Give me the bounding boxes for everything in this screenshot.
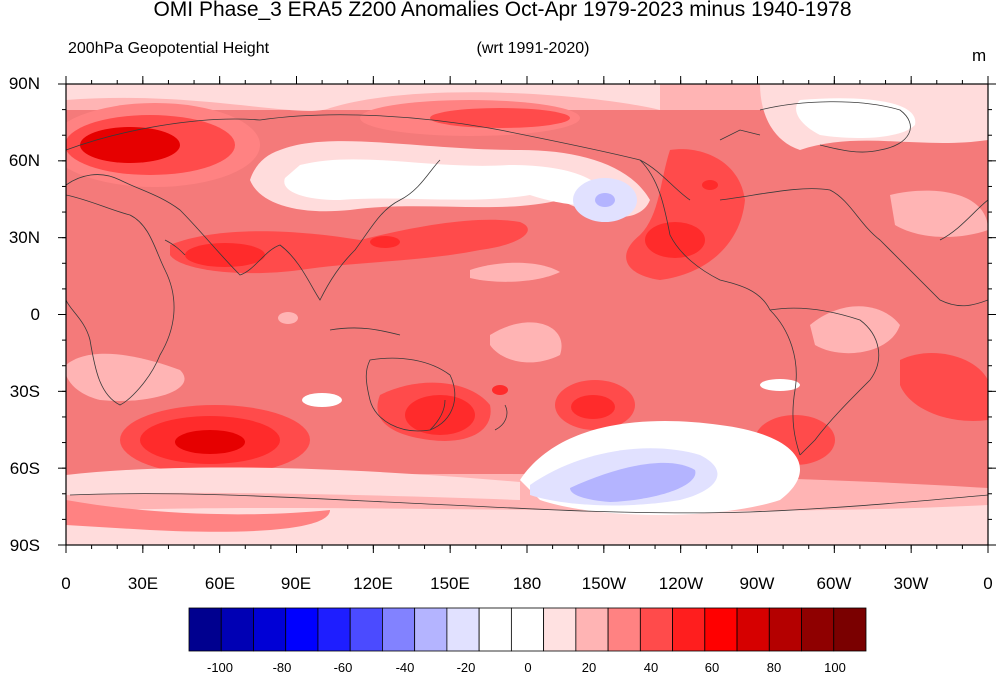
lat-label: 90S [9, 536, 40, 555]
colorbar-swatch [317, 607, 351, 652]
colorbar-swatch [736, 607, 770, 652]
lon-label: 90E [280, 574, 312, 593]
colorbar-swatch [768, 607, 802, 652]
colorbar-label: 80 [766, 660, 782, 675]
lon-label: 120W [658, 574, 704, 593]
lon-label: 60E [204, 574, 236, 593]
colorbar-label: 100 [824, 660, 846, 675]
lat-label: 0 [30, 305, 40, 324]
variable-subtitle: 200hPa Geopotential Height [68, 40, 270, 57]
colorbar-swatch [672, 607, 706, 652]
lon-label: 0 [983, 574, 993, 593]
plot-title: OMI Phase_3 ERA5 Z200 Anomalies Oct-Apr … [153, 0, 852, 21]
lon-label: 0 [61, 574, 71, 593]
colorbar-swatch [382, 607, 416, 652]
colorbar-swatch [543, 607, 577, 652]
lat-label: 90N [8, 74, 40, 93]
lat-label: 30N [8, 228, 40, 247]
colorbar-swatch [833, 607, 867, 652]
colorbar [188, 607, 867, 652]
colorbar-swatch [639, 607, 673, 652]
lon-label: 150W [581, 574, 627, 593]
lat-label: 60N [8, 151, 40, 170]
colorbar-swatch [188, 607, 222, 652]
colorbar-swatch [349, 607, 383, 652]
axis-ticks [58, 76, 996, 553]
colorbar-swatch [801, 607, 835, 652]
colorbar-label: 60 [704, 660, 720, 675]
lon-label: 30W [893, 574, 929, 593]
colorbar-label: -80 [272, 660, 292, 675]
colorbar-label: 0 [524, 660, 532, 675]
lon-label: 90W [739, 574, 775, 593]
colorbar-label: -100 [206, 660, 234, 675]
coastlines [66, 101, 988, 514]
colorbar-swatch [253, 607, 287, 652]
colorbar-label: -20 [456, 660, 476, 675]
units-label: m [972, 46, 987, 65]
lon-label: 180 [512, 574, 542, 593]
colorbar-label: 20 [581, 660, 597, 675]
colorbar-swatch [510, 607, 545, 652]
anomaly-field [66, 84, 988, 545]
colorbar-label: -60 [333, 660, 353, 675]
colorbar-swatch [704, 607, 738, 652]
lon-label: 60W [816, 574, 852, 593]
colorbar-swatch [607, 607, 641, 652]
colorbar-swatch [285, 607, 319, 652]
reference-period-subtitle: (wrt 1991-2020) [476, 40, 590, 57]
lon-label: 120E [353, 574, 393, 593]
colorbar-swatch [446, 607, 480, 652]
lon-label: 30E [127, 574, 159, 593]
colorbar-swatch [414, 607, 448, 652]
colorbar-swatch [478, 607, 512, 652]
colorbar-swatch [220, 607, 254, 652]
lat-label: 30S [9, 382, 40, 401]
lat-label: 60S [9, 459, 40, 478]
colorbar-swatch [575, 607, 609, 652]
colorbar-label: 40 [643, 660, 659, 675]
colorbar-label: -40 [395, 660, 415, 675]
lon-label: 150E [430, 574, 470, 593]
